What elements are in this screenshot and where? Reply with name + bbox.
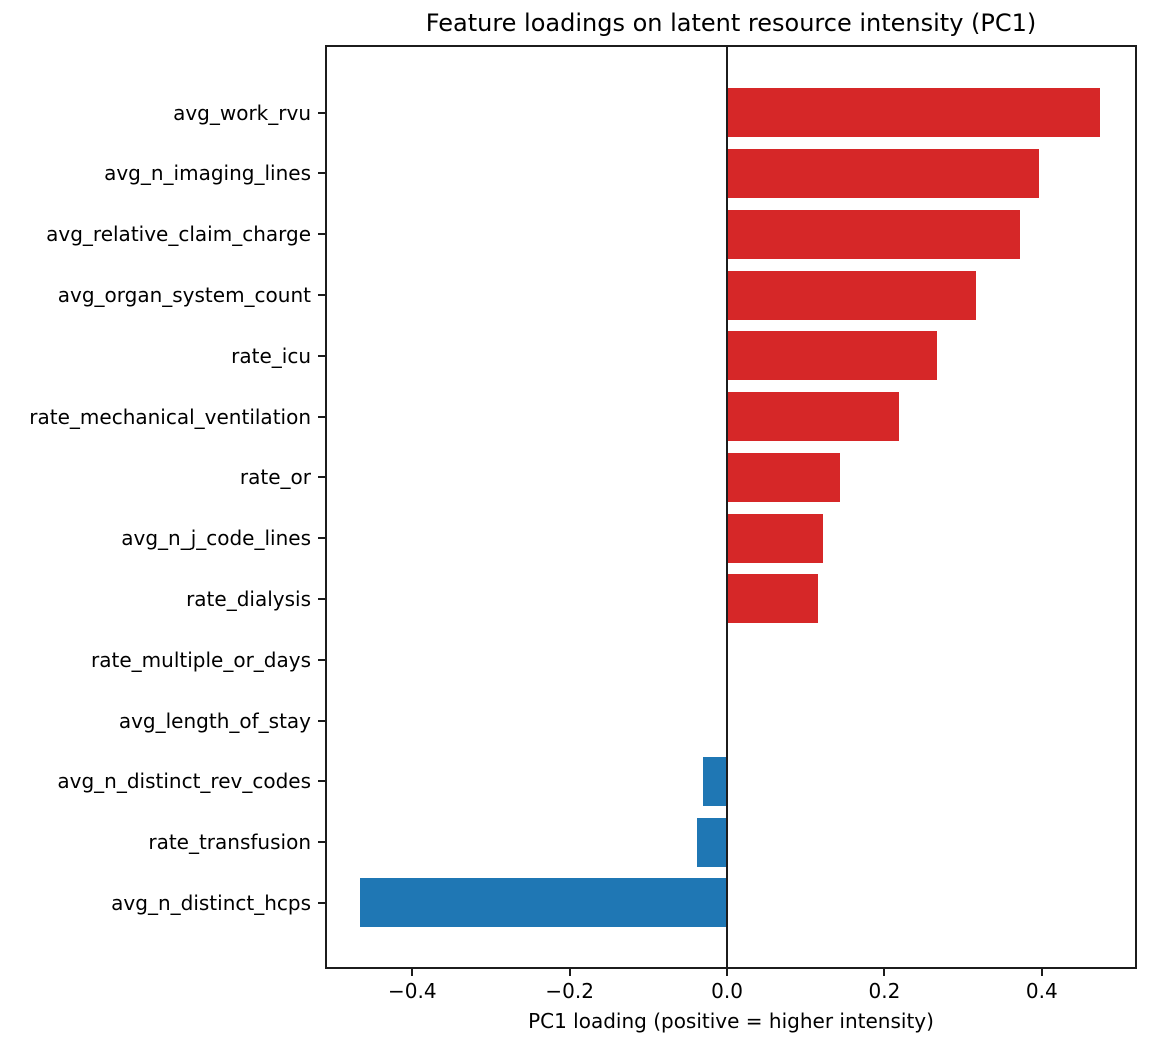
x-tick-label-−0.4: −0.4: [388, 979, 437, 1003]
bar-avg_relative_claim_charge: [727, 209, 1020, 259]
x-tick-label-0.2: 0.2: [868, 979, 901, 1003]
bar-rate_mechanical_ventilation: [727, 392, 899, 442]
y-tick-label-rate_transfusion: rate_transfusion: [148, 830, 311, 855]
y-tick-label-avg_n_distinct_rev_codes: avg_n_distinct_rev_codes: [57, 769, 311, 794]
y-tick-mark: [318, 476, 325, 479]
y-tick-mark: [318, 233, 325, 236]
y-tick-mark: [318, 415, 325, 418]
x-tick-mark: [1040, 969, 1043, 976]
y-tick-label-rate_mechanical_ventilation: rate_mechanical_ventilation: [29, 404, 311, 429]
plot-border: [325, 45, 1137, 969]
y-tick-mark: [318, 354, 325, 357]
bar-rate_dialysis: [727, 574, 819, 624]
x-tick-label-0.4: 0.4: [1025, 979, 1058, 1003]
x-tick-label-0.0: 0.0: [711, 979, 743, 1003]
y-tick-label-avg_relative_claim_charge: avg_relative_claim_charge: [46, 222, 311, 247]
y-tick-mark: [318, 841, 325, 844]
y-tick-mark: [318, 597, 325, 600]
y-tick-label-avg_n_distinct_hcps: avg_n_distinct_hcps: [111, 890, 311, 915]
bar-avg_n_j_code_lines: [727, 513, 824, 563]
y-tick-label-avg_work_rvu: avg_work_rvu: [173, 100, 311, 125]
bar-rate_transfusion: [697, 817, 728, 867]
bar-avg_n_imaging_lines: [727, 148, 1040, 198]
y-tick-mark: [318, 901, 325, 904]
y-tick-label-rate_or: rate_or: [239, 465, 311, 490]
y-tick-mark: [318, 780, 325, 783]
bar-rate_or: [727, 452, 841, 502]
bar-avg_work_rvu: [727, 88, 1101, 138]
y-tick-mark: [318, 294, 325, 297]
x-tick-mark: [883, 969, 886, 976]
x-axis-label: PC1 loading (positive = higher intensity…: [528, 1009, 934, 1033]
y-tick-mark: [318, 172, 325, 175]
y-tick-label-avg_n_imaging_lines: avg_n_imaging_lines: [104, 161, 311, 186]
y-tick-label-avg_organ_system_count: avg_organ_system_count: [57, 283, 311, 308]
zero-baseline: [726, 45, 729, 969]
bar-avg_organ_system_count: [727, 270, 977, 320]
y-tick-label-avg_length_of_stay: avg_length_of_stay: [118, 708, 311, 733]
bar-avg_n_distinct_hcps: [359, 878, 728, 928]
y-tick-mark: [318, 719, 325, 722]
y-tick-label-avg_n_j_code_lines: avg_n_j_code_lines: [121, 526, 311, 551]
y-tick-mark: [318, 111, 325, 114]
bar-rate_icu: [727, 331, 938, 381]
x-tick-label-−0.2: −0.2: [545, 979, 594, 1003]
y-tick-label-rate_multiple_or_days: rate_multiple_or_days: [91, 647, 311, 672]
chart-title: Feature loadings on latent resource inte…: [425, 9, 1037, 37]
x-tick-mark: [411, 969, 414, 976]
y-tick-label-rate_dialysis: rate_dialysis: [186, 586, 311, 611]
y-tick-label-rate_icu: rate_icu: [231, 343, 311, 368]
x-tick-mark: [568, 969, 571, 976]
y-tick-mark: [318, 537, 325, 540]
x-tick-mark: [726, 969, 729, 976]
bar-avg_n_distinct_rev_codes: [703, 756, 728, 806]
y-tick-mark: [318, 658, 325, 661]
